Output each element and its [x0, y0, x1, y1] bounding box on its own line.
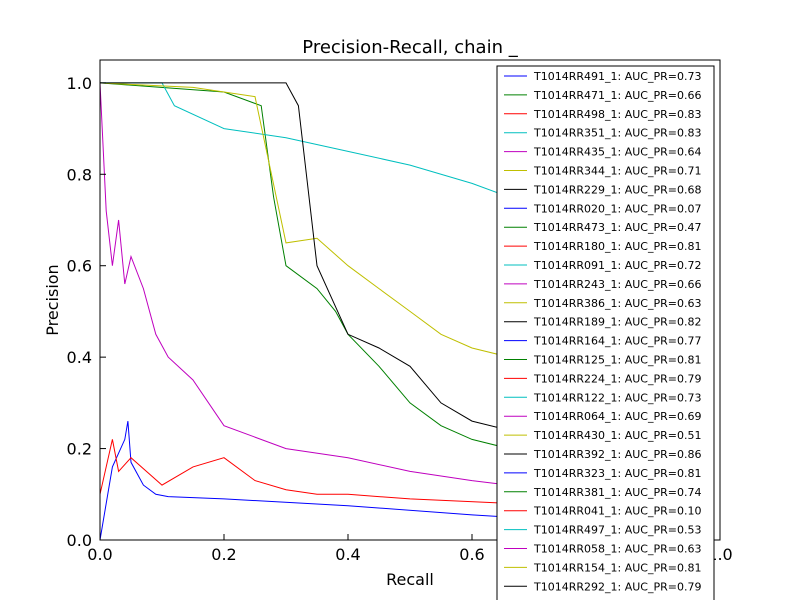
x-tick-label: 0.0 [87, 545, 112, 564]
series-line-1 [99, 421, 510, 541]
legend-label: T1014RR164_1: AUC_PR=0.77 [533, 335, 701, 348]
legend-label: T1014RR471_1: AUC_PR=0.66 [533, 89, 701, 102]
legend-label: T1014RR224_1: AUC_PR=0.79 [533, 372, 701, 385]
series-line-5 [99, 82, 510, 486]
legend-label: T1014RR189_1: AUC_PR=0.82 [533, 316, 701, 329]
legend-label: T1014RR323_1: AUC_PR=0.81 [533, 467, 701, 480]
legend-label: T1014RR498_1: AUC_PR=0.83 [533, 108, 701, 121]
x-axis-label: Recall [386, 570, 434, 589]
legend-box [496, 65, 715, 600]
legend-label: T1014RR344_1: AUC_PR=0.71 [533, 165, 701, 178]
x-tick-label: 0.4 [335, 545, 360, 564]
y-tick-label: 0.8 [67, 165, 92, 184]
legend-label: T1014RR041_1: AUC_PR=0.10 [533, 505, 701, 518]
legend-label: T1014RR180_1: AUC_PR=0.81 [533, 240, 701, 253]
series-line-7 [100, 82, 510, 431]
x-tick-label: 0.6 [459, 545, 484, 564]
legend-label: T1014RR125_1: AUC_PR=0.81 [533, 354, 701, 367]
legend-label: T1014RR020_1: AUC_PR=0.07 [533, 202, 701, 215]
legend-label: T1014RR058_1: AUC_PR=0.63 [533, 543, 701, 556]
legend-label: T1014RR351_1: AUC_PR=0.83 [533, 127, 701, 140]
y-tick-label: 0.0 [67, 531, 92, 550]
series-line-3 [99, 439, 510, 504]
legend-label: T1014RR243_1: AUC_PR=0.66 [533, 278, 701, 291]
legend-label: T1014RR091_1: AUC_PR=0.72 [533, 259, 701, 272]
series-line-4 [100, 82, 510, 198]
legend-label: T1014RR473_1: AUC_PR=0.47 [533, 221, 701, 234]
legend-label: T1014RR497_1: AUC_PR=0.53 [533, 524, 701, 537]
legend-label: T1014RR381_1: AUC_PR=0.74 [533, 486, 701, 499]
legend: T1014RR491_1: AUC_PR=0.73 T1014RR471_1: A… [496, 65, 715, 600]
y-axis: 0.0 0.2 0.4 0.6 0.8 1.0 [67, 74, 106, 550]
y-tick-label: 1.0 [67, 74, 92, 93]
y-tick-label: 0.4 [67, 348, 92, 367]
legend-label: T1014RR064_1: AUC_PR=0.69 [533, 410, 701, 423]
legend-label: T1014RR435_1: AUC_PR=0.64 [533, 146, 701, 159]
y-tick-label: 0.2 [67, 440, 92, 459]
plot-frame [99, 59, 721, 541]
series-line-6 [99, 82, 510, 358]
legend-label: T1014RR229_1: AUC_PR=0.68 [533, 183, 701, 196]
x-tick-label: 0.2 [211, 545, 236, 564]
legend-label: T1014RR292_1: AUC_PR=0.79 [533, 580, 701, 593]
legend-label: T1014RR491_1: AUC_PR=0.73 [533, 70, 701, 83]
legend-label: T1014RR386_1: AUC_PR=0.63 [533, 297, 701, 310]
y-axis-label: Precision [43, 264, 62, 335]
legend-label: T1014RR392_1: AUC_PR=0.86 [533, 448, 701, 461]
series-line-2 [99, 82, 510, 450]
legend-label: T1014RR154_1: AUC_PR=0.81 [533, 561, 701, 574]
legend-label: T1014RR430_1: AUC_PR=0.51 [533, 429, 701, 442]
y-tick-label: 0.6 [67, 257, 92, 276]
chart-title: Precision-Recall, chain _ [302, 37, 518, 58]
legend-label: T1014RR122_1: AUC_PR=0.73 [533, 391, 701, 404]
plot-area [99, 82, 510, 541]
